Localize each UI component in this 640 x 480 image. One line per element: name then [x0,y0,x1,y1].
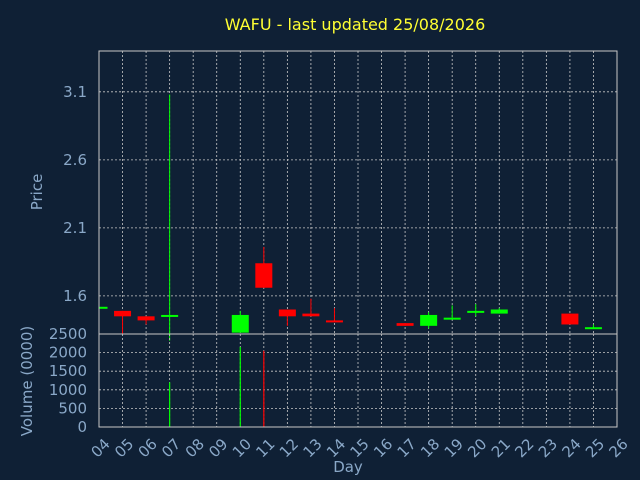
volume-y-tick-label: 0 [77,418,87,436]
candle-body [114,310,132,317]
candle-body [325,320,343,323]
price-y-axis-label: Price [28,174,46,211]
candle [137,316,155,325]
x-tick-label: 23 [535,435,561,461]
candle-body [231,314,249,333]
x-tick-label: 17 [394,435,420,461]
x-tick-label: 12 [276,435,302,461]
volume-y-axis-label: Volume (0000) [18,326,36,436]
x-tick-label: 10 [229,435,255,461]
candle [443,305,461,320]
volume-bars [169,347,265,427]
candle-body [396,323,414,326]
candle [467,304,485,317]
volume-y-tick-label: 1500 [49,362,87,380]
volume-y-tick-label: 500 [58,399,87,417]
candle [490,308,508,314]
x-tick-label: 06 [135,435,161,461]
x-tick-label: 05 [111,435,137,461]
volume-y-tick-label: 2000 [49,344,87,362]
price-grid [99,51,617,334]
candle-body [561,313,579,325]
candle [561,313,579,325]
candle-body [161,314,179,317]
x-tick-label: 26 [606,435,632,461]
candle-body [302,313,320,317]
candle-body [99,306,108,309]
x-tick-label: 20 [464,435,490,461]
candle-body [278,309,296,317]
x-tick-label: 09 [205,435,231,461]
x-tick-label: 11 [252,435,278,461]
candle [161,94,179,341]
candle-body [137,316,155,321]
candle [302,298,320,317]
x-axis-label: Day [333,458,363,476]
candle-body [443,317,461,320]
candle [584,324,602,330]
x-tick-label: 25 [582,435,608,461]
candle [420,312,438,329]
volume-plot-frame [98,333,618,428]
x-tick-label: 16 [370,435,396,461]
candle [231,310,249,333]
candle [99,306,108,309]
x-tick-label: 13 [299,435,325,461]
price-y-tick-label: 3.1 [63,83,87,101]
volume-y-tick-label: 2500 [49,325,87,343]
candle [396,323,414,326]
x-tick-label: 24 [558,435,584,461]
candle-body [255,263,273,288]
candle-body [420,314,438,326]
x-tick-label: 07 [158,435,184,461]
x-tick-label: 22 [511,435,537,461]
price-y-tick-label: 1.6 [63,287,87,305]
candle [255,246,273,288]
candle [114,310,132,334]
volume-y-tick-label: 1000 [49,381,87,399]
price-y-ticks: 1.6 2.1 2.6 3.1 [63,83,87,305]
candle [278,309,296,326]
candle-body [584,327,602,330]
x-tick-label: 21 [488,435,514,461]
candle-body [467,310,485,313]
candle-body [490,309,508,314]
x-tick-label: 19 [441,435,467,461]
x-tick-label: 18 [417,435,443,461]
chart-title: WAFU - last updated 25/08/2026 [225,15,486,34]
price-y-tick-label: 2.6 [63,151,87,169]
x-tick-label: 04 [88,435,114,461]
volume-grid [99,334,617,427]
candle [325,308,343,323]
price-candles [99,94,602,341]
x-tick-label: 08 [182,435,208,461]
price-y-tick-label: 2.1 [63,219,87,237]
